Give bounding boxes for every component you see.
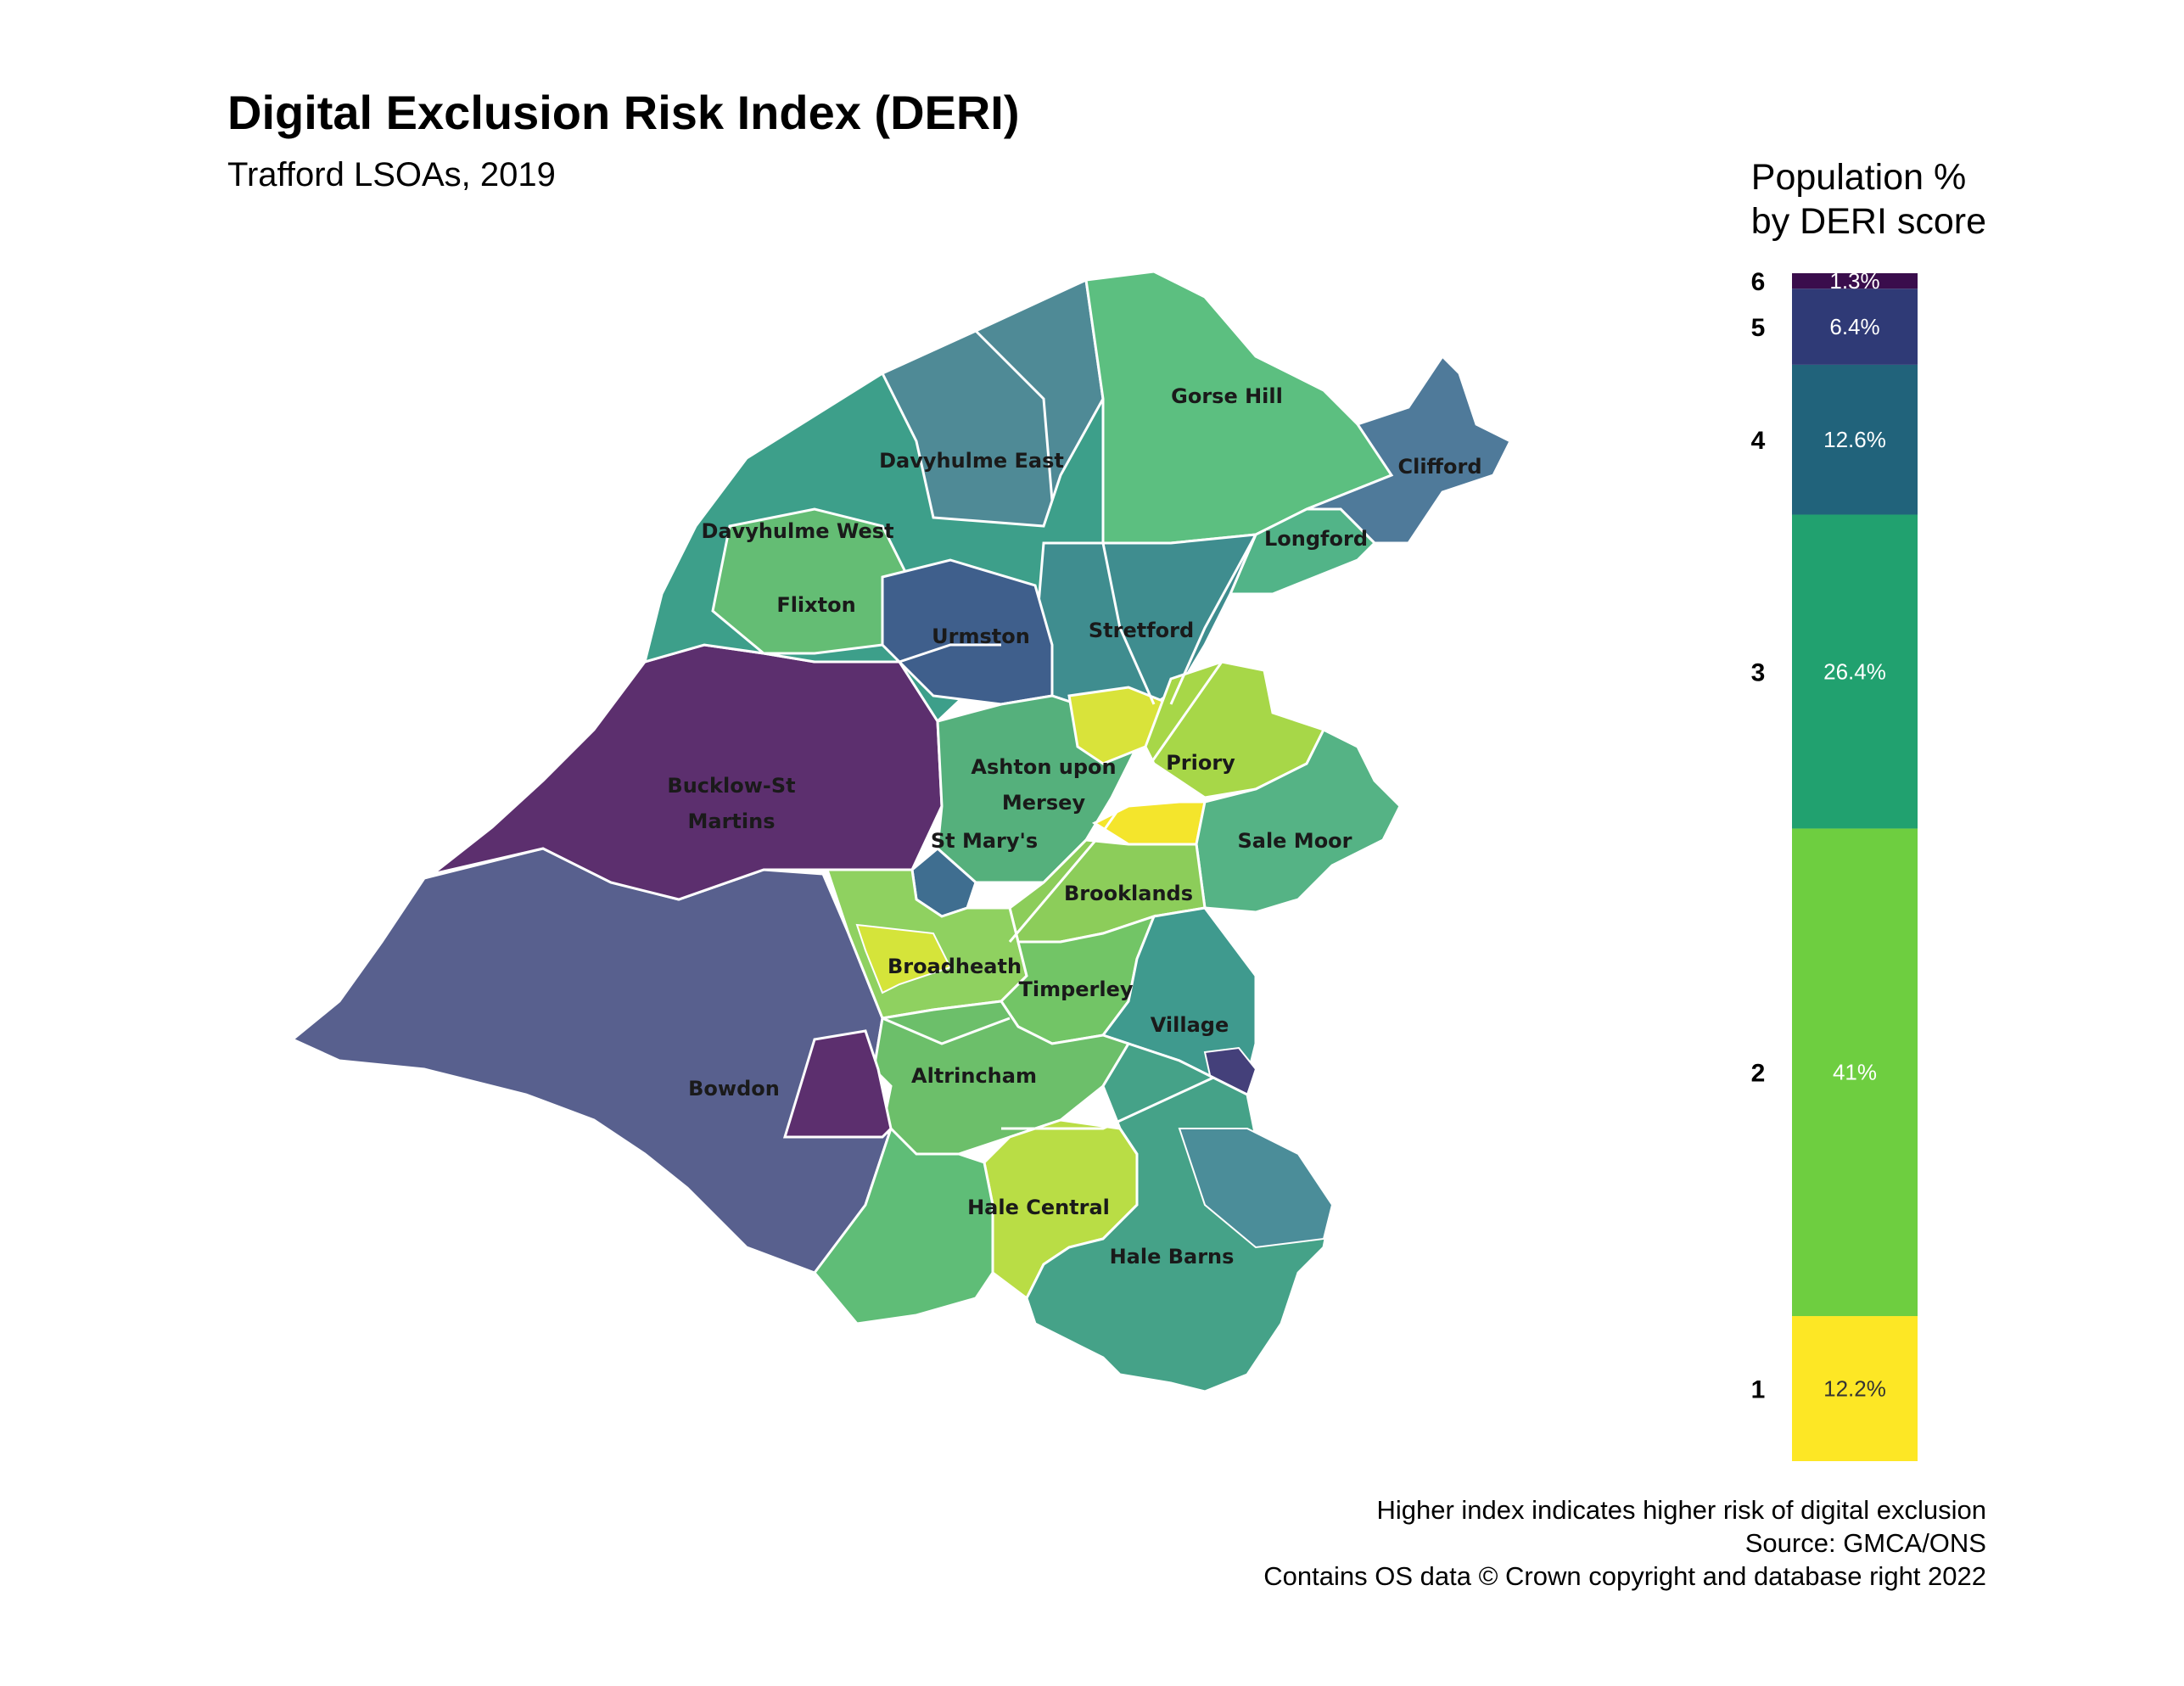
legend-bar-value: 12.2% bbox=[1823, 1376, 1886, 1402]
legend-bar-value: 41% bbox=[1833, 1060, 1877, 1085]
ward-label: Martins bbox=[688, 809, 776, 833]
legend-score-label: 1 bbox=[1751, 1376, 1766, 1404]
ward-label: Village bbox=[1151, 1013, 1229, 1037]
legend-bar-value: 26.4% bbox=[1823, 658, 1886, 684]
legend-title-line1: Population % bbox=[1750, 157, 1967, 198]
ward-label: Urmston bbox=[932, 625, 1030, 648]
ward-label: Ashton upon bbox=[971, 755, 1116, 779]
ward-label: Sale Moor bbox=[1237, 829, 1352, 853]
legend-title-line2: by DERI score bbox=[1750, 201, 1986, 242]
caption-note: Higher index indicates higher risk of di… bbox=[1376, 1495, 1986, 1525]
ward-label: Altrincham bbox=[911, 1064, 1037, 1088]
legend-title: Population % by DERI score bbox=[1751, 155, 1986, 244]
area-longford bbox=[1228, 507, 1377, 596]
legend-bar-value: 6.4% bbox=[1829, 314, 1879, 339]
caption-copyright: Contains OS data © Crown copyright and d… bbox=[1263, 1561, 1986, 1591]
ward-boundaries bbox=[882, 329, 1257, 1130]
legend-score-label: 2 bbox=[1751, 1060, 1766, 1088]
legend-bar-segment bbox=[1792, 288, 1918, 365]
legend-bar-value: 1.3% bbox=[1829, 268, 1879, 294]
area-broadheath-yellow bbox=[855, 923, 952, 994]
ward-label: Hale Central bbox=[967, 1196, 1110, 1219]
ward-label: Stretford bbox=[1089, 619, 1194, 642]
legend-score-label: 3 bbox=[1751, 658, 1766, 686]
area-hale-barns-east bbox=[1178, 1128, 1334, 1249]
ward-label: Mersey bbox=[1002, 791, 1086, 815]
legend-bar-segment bbox=[1792, 514, 1918, 829]
ward-label: St Mary's bbox=[931, 829, 1038, 853]
legend-bar-segment bbox=[1792, 364, 1918, 515]
area-hale-west bbox=[813, 1126, 994, 1325]
chart-title: Digital Exclusion Risk Index (DERI) bbox=[227, 86, 1020, 139]
ward-label: Brooklands bbox=[1064, 882, 1193, 905]
legend-bar-segment bbox=[1792, 1316, 1918, 1461]
ward-label: Priory bbox=[1166, 751, 1235, 775]
caption-source: Source: GMCA/ONS bbox=[1744, 1528, 1986, 1558]
legend-score-label: 4 bbox=[1751, 427, 1766, 455]
ward-label: Flixton bbox=[776, 593, 855, 617]
legend-bar-segment bbox=[1792, 273, 1918, 289]
legend-bar-value: 12.6% bbox=[1823, 427, 1886, 452]
ward-label: Hale Barns bbox=[1110, 1245, 1235, 1269]
ward-label: Davyhulme East bbox=[879, 449, 1064, 473]
ward-label: Davyhulme West bbox=[701, 519, 893, 543]
legend-bar-segment bbox=[1792, 828, 1918, 1317]
ward-label: Bowdon bbox=[688, 1077, 780, 1101]
legend-score-label: 6 bbox=[1751, 268, 1766, 296]
legend-score-label: 5 bbox=[1751, 314, 1766, 342]
ward-label: Bucklow-St bbox=[667, 774, 795, 798]
ward-label: Clifford bbox=[1397, 455, 1481, 479]
chart-subtitle: Trafford LSOAs, 2019 bbox=[227, 156, 556, 193]
ward-label: Timperley bbox=[1018, 977, 1133, 1001]
ward-label: Longford bbox=[1264, 527, 1368, 551]
ward-label: Gorse Hill bbox=[1171, 384, 1283, 408]
ward-labels: Gorse Hill Clifford Davyhulme East Longf… bbox=[667, 384, 1481, 1269]
ward-label: Broadheath bbox=[888, 955, 1022, 978]
